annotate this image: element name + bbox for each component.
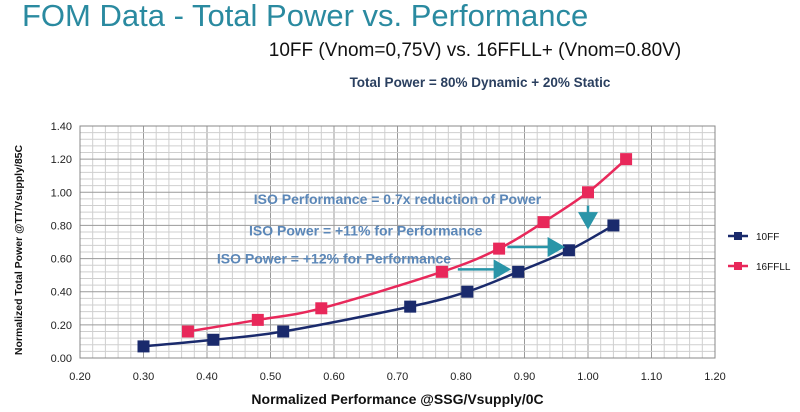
- y-tick-label: 1.00: [51, 187, 72, 199]
- y-tick-label: 0.40: [51, 287, 72, 299]
- slide-subtitle: 10FF (Vnom=0,75V) vs. 16FFLL+ (Vnom=0.80…: [268, 40, 682, 61]
- x-axis-label: Normalized Performance @SSG/Vsupply/0C: [251, 391, 543, 407]
- x-tick-label: 0.50: [260, 371, 281, 383]
- data-point-16FFLL: [582, 186, 594, 199]
- y-tick-label: 0.80: [51, 220, 72, 232]
- annotation-text: ISO Power = +12% for Performance: [217, 251, 451, 267]
- power-note: Total Power = 80% Dynamic + 20% Static: [349, 75, 611, 90]
- data-point-10FF: [512, 265, 525, 278]
- data-point-10FF: [137, 340, 150, 353]
- data-point-10FF: [207, 333, 220, 346]
- data-point-16FFLL: [435, 265, 448, 278]
- slide-title: FOM Data - Total Power vs. Performance: [22, 0, 589, 33]
- data-point-16FFLL: [620, 153, 633, 166]
- data-point-16FFLL: [251, 313, 264, 326]
- data-point-10FF: [404, 300, 417, 313]
- x-tick-label: 1.10: [641, 371, 662, 383]
- y-tick-label: 0.00: [51, 353, 72, 365]
- y-tick-label: 1.40: [51, 121, 72, 133]
- legend-label: 10FF: [756, 232, 779, 243]
- y-tick-label: 1.20: [51, 154, 72, 166]
- annotation-text: ISO Power = +11% for Performance: [249, 222, 483, 238]
- data-point-16FFLL: [537, 216, 550, 229]
- data-point-10FF: [277, 325, 290, 338]
- data-point-10FF: [461, 285, 474, 298]
- data-point-16FFLL: [315, 302, 328, 315]
- data-point-16FFLL: [493, 242, 506, 255]
- plot-area: [79, 125, 716, 359]
- legend-marker-10FF: [734, 232, 742, 240]
- y-tick-label: 0.20: [51, 320, 72, 332]
- x-tick-label: 0.70: [387, 371, 408, 383]
- y-tick-label: 0.60: [51, 254, 72, 266]
- data-point-16FFLL: [181, 325, 194, 338]
- x-tick-label: 1.20: [704, 371, 725, 383]
- x-tick-label: 0.20: [69, 371, 90, 383]
- legend-label: 16FFLL: [756, 262, 791, 273]
- y-axis-label: Normalized Total Power @TT/Vsupply/85C: [13, 145, 25, 356]
- data-point-10FF: [562, 244, 575, 257]
- x-tick-label: 0.60: [323, 371, 344, 383]
- x-tick-label: 0.90: [514, 371, 535, 383]
- x-tick-label: 1.00: [577, 371, 598, 383]
- x-tick-label: 0.80: [450, 371, 471, 383]
- data-point-10FF: [607, 219, 620, 232]
- x-tick-label: 0.40: [196, 371, 217, 383]
- legend-marker-16FFLL: [734, 262, 742, 270]
- annotation-text: ISO Performance = 0.7x reduction of Powe…: [254, 191, 542, 207]
- x-tick-label: 0.30: [133, 371, 154, 383]
